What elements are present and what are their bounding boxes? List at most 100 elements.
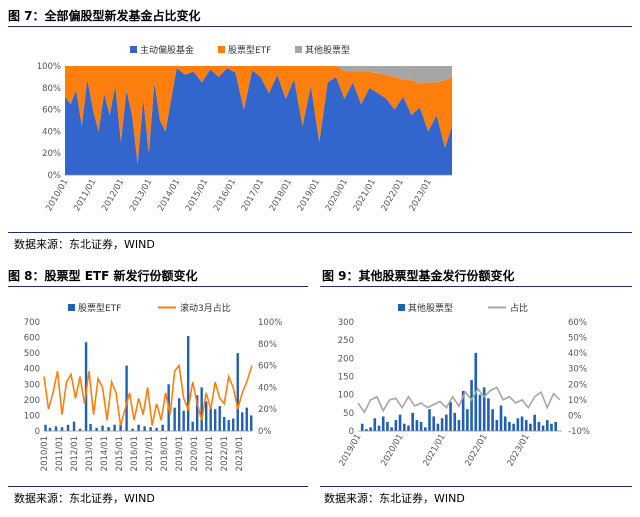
fig9-bar bbox=[524, 420, 528, 431]
fig8-bar bbox=[204, 401, 208, 431]
fig8-bar bbox=[143, 426, 146, 431]
fig9-line bbox=[357, 386, 561, 414]
fig8-bar bbox=[227, 420, 230, 431]
fig7-x-tick: 2011/01 bbox=[72, 178, 98, 214]
fig8-bar bbox=[54, 426, 58, 431]
fig9-bar bbox=[495, 420, 499, 431]
fig8-bottom-rule bbox=[8, 486, 308, 487]
fig9-bar bbox=[407, 425, 410, 431]
fig8-bar bbox=[200, 387, 203, 431]
fig9-y-left-tick: 100 bbox=[338, 391, 354, 401]
fig7-x-tick: 2014/01 bbox=[156, 178, 182, 214]
fig8-bar bbox=[236, 353, 239, 431]
fig8-x-tick: 2012/01 bbox=[70, 436, 80, 471]
fig8-bar bbox=[131, 428, 134, 431]
fig9-bar bbox=[499, 405, 503, 431]
fig7-x-tick: 2018/01 bbox=[268, 178, 294, 214]
fig9-bar bbox=[365, 429, 368, 431]
fig9-bar bbox=[478, 394, 482, 431]
fig8-bar bbox=[232, 418, 235, 431]
fig8-bar bbox=[101, 425, 104, 431]
fig8-bar bbox=[84, 342, 88, 431]
fig7-legend-label: 主动偏股基金 bbox=[140, 44, 194, 56]
fig9-bar bbox=[386, 421, 389, 431]
fig9-legend-label: 占比 bbox=[510, 302, 528, 314]
fig7-legend-label: 股票型ETF bbox=[228, 45, 271, 56]
fig9-title: 图 9：其他股票型基金发行份额变化 bbox=[322, 269, 515, 283]
fig8-bar bbox=[107, 427, 110, 431]
fig8-y-right-tick: 0% bbox=[258, 427, 272, 437]
fig9-bar bbox=[470, 380, 473, 431]
fig9-bar bbox=[449, 401, 452, 431]
fig9-y-left-tick: 0 bbox=[349, 427, 354, 437]
fig9-bar bbox=[432, 416, 436, 431]
fig9-bar bbox=[537, 421, 541, 431]
fig8-x-tick: 2020/01 bbox=[190, 436, 200, 471]
fig9-legend-swatch bbox=[398, 304, 405, 311]
fig7-x-tick: 2019/01 bbox=[296, 178, 322, 214]
fig8-bar bbox=[182, 410, 185, 431]
fig8-bar bbox=[89, 423, 92, 431]
fig8-bar bbox=[155, 427, 158, 431]
fig9-bottom-rule bbox=[320, 486, 632, 487]
fig7-title-rule bbox=[8, 26, 632, 27]
fig8-bar bbox=[95, 427, 98, 431]
fig8-bar bbox=[223, 416, 226, 431]
fig9-bar bbox=[503, 416, 507, 431]
fig9-bar bbox=[533, 414, 536, 431]
fig9-bar bbox=[545, 420, 549, 431]
fig9-bar bbox=[457, 420, 461, 431]
fig9-bar bbox=[550, 423, 553, 431]
fig9-x-tick: 2023/01 bbox=[506, 433, 532, 469]
fig9-bar bbox=[482, 387, 486, 431]
fig8-legend-label: 股票型ETF bbox=[78, 303, 121, 314]
fig9-bar bbox=[402, 423, 406, 431]
fig8-bar bbox=[195, 395, 199, 431]
fig9-chart: 其他股票型 占比 0 50 100 150 200 250 300 -10% 0% 10% 20% 30%… bbox=[337, 302, 590, 469]
fig8-x-tick: 2022/01 bbox=[220, 436, 230, 471]
fig9-x-tick: 2022/01 bbox=[463, 433, 489, 469]
fig8-legend-label: 滚动3月占比 bbox=[180, 302, 231, 314]
fig9-bar bbox=[554, 421, 557, 431]
fig8-legend-swatch bbox=[68, 304, 75, 311]
fig8-bar bbox=[44, 424, 47, 431]
fig8-bar bbox=[48, 427, 52, 431]
fig8-bar bbox=[78, 428, 82, 431]
fig7-y-tick: 20% bbox=[42, 149, 61, 159]
fig9-x-tick: 2019/01 bbox=[337, 433, 363, 469]
fig9-bar bbox=[529, 423, 532, 431]
fig7-x-tick: 2015/01 bbox=[184, 178, 210, 214]
fig7-legend-swatch bbox=[295, 46, 302, 53]
fig8-x-tick: 2023/01 bbox=[235, 436, 245, 471]
fig9-bar bbox=[520, 416, 524, 431]
fig9-bar bbox=[487, 398, 490, 431]
fig9-x-tick: 2021/01 bbox=[421, 433, 447, 469]
fig9-bar bbox=[445, 414, 448, 431]
fig7-x-tick: 2010/01 bbox=[44, 178, 70, 214]
fig9-y-right-tick: -10% bbox=[568, 427, 590, 437]
fig8-bar bbox=[214, 409, 217, 431]
fig8-bar bbox=[241, 412, 244, 431]
fig8-y-right-tick: 40% bbox=[258, 383, 277, 393]
fig9-y-right-tick: 50% bbox=[568, 334, 587, 344]
fig8-x-tick: 2015/01 bbox=[115, 436, 125, 471]
fig8-bar bbox=[218, 406, 221, 431]
fig9-bar bbox=[491, 409, 494, 431]
fig9-bar bbox=[508, 421, 511, 431]
fig8-line bbox=[43, 363, 253, 426]
fig9-y-right-tick: 10% bbox=[568, 396, 587, 406]
fig9-title-rule bbox=[320, 286, 632, 287]
fig7-x-tick: 2020/01 bbox=[324, 178, 350, 214]
fig8-bar bbox=[119, 423, 122, 431]
fig8-y-left-tick: 600 bbox=[24, 334, 40, 344]
fig8-bar bbox=[137, 424, 140, 431]
fig7-bottom-rule bbox=[8, 232, 632, 233]
fig7-area-1 bbox=[65, 68, 452, 175]
fig8-bar bbox=[177, 398, 181, 431]
fig8-y-left-tick: 0 bbox=[35, 427, 40, 437]
fig9-bar bbox=[411, 412, 414, 431]
fig8-bar bbox=[250, 415, 253, 431]
fig8-x-tick: 2018/01 bbox=[160, 436, 170, 471]
fig7-source: 数据来源：东北证券，WIND bbox=[14, 238, 155, 251]
fig9-source: 数据来源：东北证券，WIND bbox=[324, 492, 465, 505]
